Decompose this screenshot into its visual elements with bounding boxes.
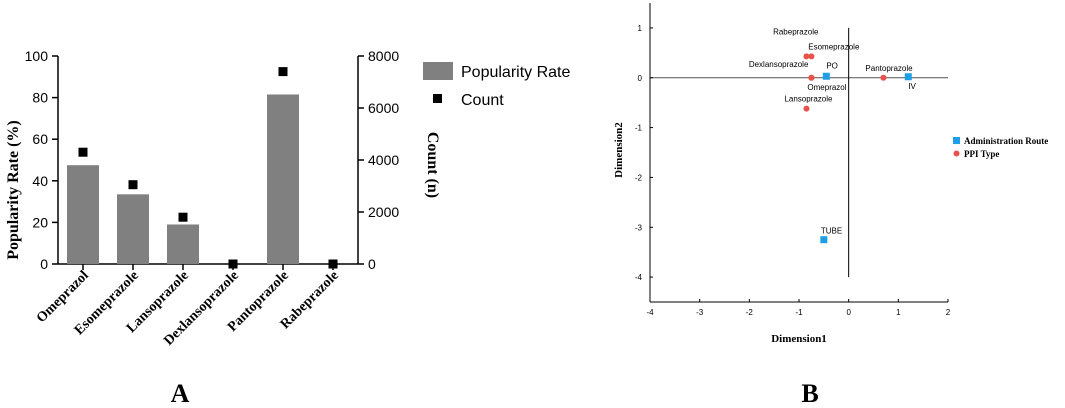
left-y-tick-label: 100	[25, 48, 49, 64]
left-y-axis-title: Popularity Rate (%)	[5, 120, 22, 260]
legend-swatch-popularity-rate	[423, 62, 453, 80]
route-point-iv	[904, 73, 912, 81]
legend-swatch-ppi-type	[953, 150, 960, 157]
x-tick-label: -3	[696, 308, 704, 317]
left-y-tick-label: 40	[32, 173, 48, 189]
y-tick-label: -4	[635, 273, 643, 282]
left-y-tick-label: 20	[32, 214, 48, 230]
ppi-point-omeprazol	[808, 74, 815, 81]
x-tick-label: -2	[746, 308, 754, 317]
right-y-axis-title: Count (n)	[424, 132, 441, 198]
point-label-tube: TUBE	[821, 227, 842, 236]
right-y-tick-label: 6000	[368, 100, 399, 116]
left-y-tick-label: 60	[32, 131, 48, 147]
legend-label-count: Count	[461, 92, 504, 109]
legend-label-administration-route: Administration Route	[964, 136, 1048, 146]
right-y-tick-label: 4000	[368, 152, 399, 168]
x-tick-label: 1	[896, 308, 901, 317]
point-label-po: PO	[826, 61, 838, 70]
count-marker-esomeprazole	[128, 180, 138, 190]
ppi-point-rabeprazole	[803, 53, 810, 60]
right-y-tick-label: 0	[368, 256, 376, 272]
panel-b: -4 -3 -2 -1 0 1 2 -4 -3 -2 -1 0 1 PO IV TUBE Rabeprazole…	[613, 3, 1048, 408]
count-marker-omeprazol	[78, 147, 88, 157]
x-tick-label: 2	[946, 308, 951, 317]
bar-esomeprazole	[117, 194, 149, 264]
y-tick-label: 1	[638, 24, 643, 33]
count-marker-lansoprazole	[178, 212, 188, 222]
y-tick-label: -1	[635, 124, 643, 133]
route-point-po	[822, 72, 830, 80]
panel-label-b: B	[801, 379, 818, 408]
x-tick-label: 0	[846, 308, 851, 317]
point-label-esomeprazole: Esomeprazole	[808, 42, 860, 51]
left-y-tick-label: 0	[40, 256, 48, 272]
legend-swatch-administration-route	[953, 137, 960, 144]
legend-label-popularity-rate: Popularity Rate	[461, 64, 570, 81]
count-marker-pantoprazole	[278, 67, 288, 77]
point-label-rabeprazole: Rabeprazole	[773, 27, 819, 36]
bar-pantoprazole	[267, 94, 299, 264]
ppi-point-pantoprazole	[880, 74, 887, 81]
legend-swatch-count	[433, 94, 442, 103]
ppi-point-esomeprazole	[808, 53, 815, 60]
x-tick-label: -4	[646, 308, 654, 317]
point-label-omeprazol: Omeprazol	[807, 83, 846, 92]
left-y-tick-label: 80	[32, 90, 48, 106]
y-tick-label: -2	[635, 173, 643, 182]
point-label-dexlansoprazole: Dexlansoprazole	[749, 60, 809, 69]
route-point-tube	[820, 236, 828, 244]
point-label-pantoprazole: Pantoprazole	[865, 64, 913, 73]
bar-lansoprazole	[167, 224, 199, 264]
y-tick-label: 0	[638, 74, 643, 83]
x-axis-title: Dimension1	[771, 333, 827, 345]
legend-label-ppi-type: PPI Type	[964, 149, 999, 159]
bar-omeprazol	[67, 165, 99, 264]
panel-a: 02040608010002000400060008000OmeprazolEs…	[5, 48, 570, 408]
right-y-tick-label: 8000	[368, 48, 399, 64]
x-tick-label: -1	[795, 308, 803, 317]
panel-label-a: A	[171, 379, 190, 408]
y-tick-label: -3	[635, 223, 643, 232]
y-axis-title: Dimension2	[613, 122, 625, 178]
right-y-tick-label: 2000	[368, 204, 399, 220]
ppi-point-lansoprazole	[803, 105, 810, 112]
point-label-iv: IV	[908, 82, 916, 91]
point-label-lansoprazole: Lansoprazole	[784, 95, 833, 104]
